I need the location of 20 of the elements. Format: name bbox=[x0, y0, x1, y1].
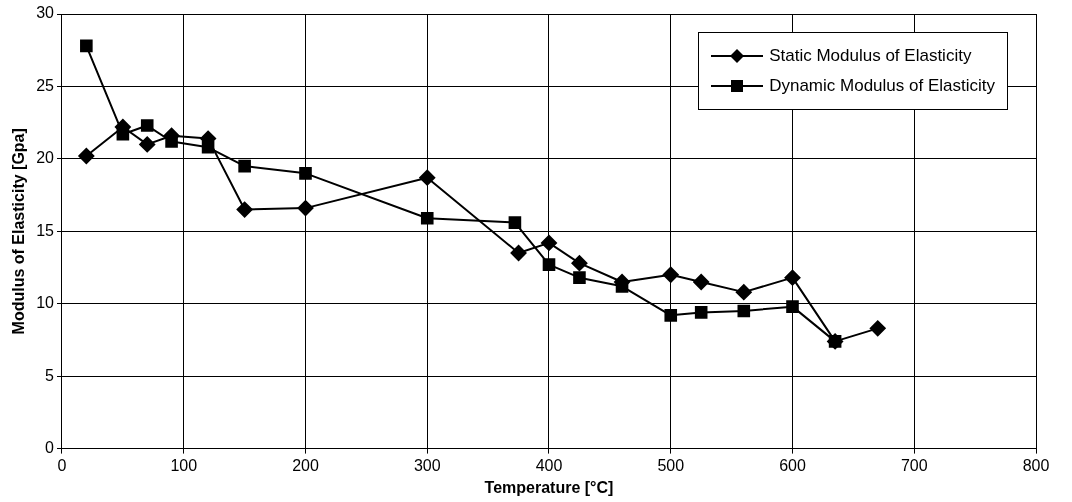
x-tick-label: 800 bbox=[1022, 456, 1050, 474]
x-tick-label: 200 bbox=[292, 456, 319, 474]
x-tick-label: 500 bbox=[657, 456, 685, 474]
y-axis-title: Modulus of Elasticity [Gpa] bbox=[10, 128, 28, 335]
y-tick-label: 0 bbox=[45, 439, 55, 457]
x-tick-label: 100 bbox=[170, 456, 198, 474]
y-tick-label: 5 bbox=[45, 366, 55, 384]
y-tick-label: 10 bbox=[36, 294, 55, 312]
x-axis-title: Temperature [°C] bbox=[484, 478, 614, 496]
y-tick-label: 15 bbox=[36, 221, 55, 239]
x-tick-label: 0 bbox=[57, 456, 67, 474]
x-tick-label: 300 bbox=[413, 456, 441, 474]
legend-label: Dynamic Modulus of Elasticity bbox=[769, 76, 995, 96]
x-tick-label: 400 bbox=[535, 456, 563, 474]
legend-label: Static Modulus of Elasticity bbox=[769, 46, 972, 66]
x-tick-label: 700 bbox=[900, 456, 928, 474]
y-tick-label: 30 bbox=[36, 4, 55, 22]
y-tick-label: 25 bbox=[36, 76, 55, 94]
x-tick-label: 600 bbox=[779, 456, 806, 474]
y-tick-label: 20 bbox=[36, 149, 55, 167]
